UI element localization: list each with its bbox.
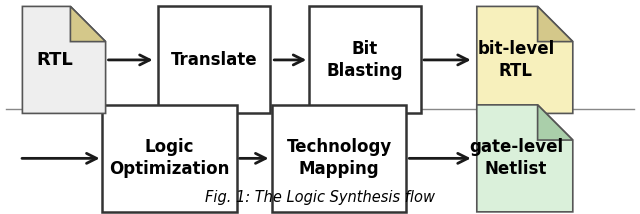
Polygon shape (477, 6, 573, 113)
Text: Fig. 1: The Logic Synthesis flow: Fig. 1: The Logic Synthesis flow (205, 190, 435, 205)
Text: Translate: Translate (171, 51, 258, 69)
Text: Bit
Blasting: Bit Blasting (326, 40, 403, 80)
Polygon shape (70, 6, 106, 42)
Bar (308, 6, 421, 113)
Text: Technology
Mapping: Technology Mapping (287, 138, 392, 178)
Polygon shape (477, 105, 573, 212)
Polygon shape (538, 105, 573, 140)
Text: Logic
Optimization: Logic Optimization (109, 138, 230, 178)
Text: RTL: RTL (37, 51, 74, 69)
Polygon shape (538, 6, 573, 42)
Bar (159, 6, 270, 113)
Polygon shape (22, 6, 106, 113)
Bar (102, 105, 237, 212)
Text: gate-level
Netlist: gate-level Netlist (469, 138, 563, 178)
Bar (272, 105, 406, 212)
Text: bit-level
RTL: bit-level RTL (477, 40, 555, 80)
